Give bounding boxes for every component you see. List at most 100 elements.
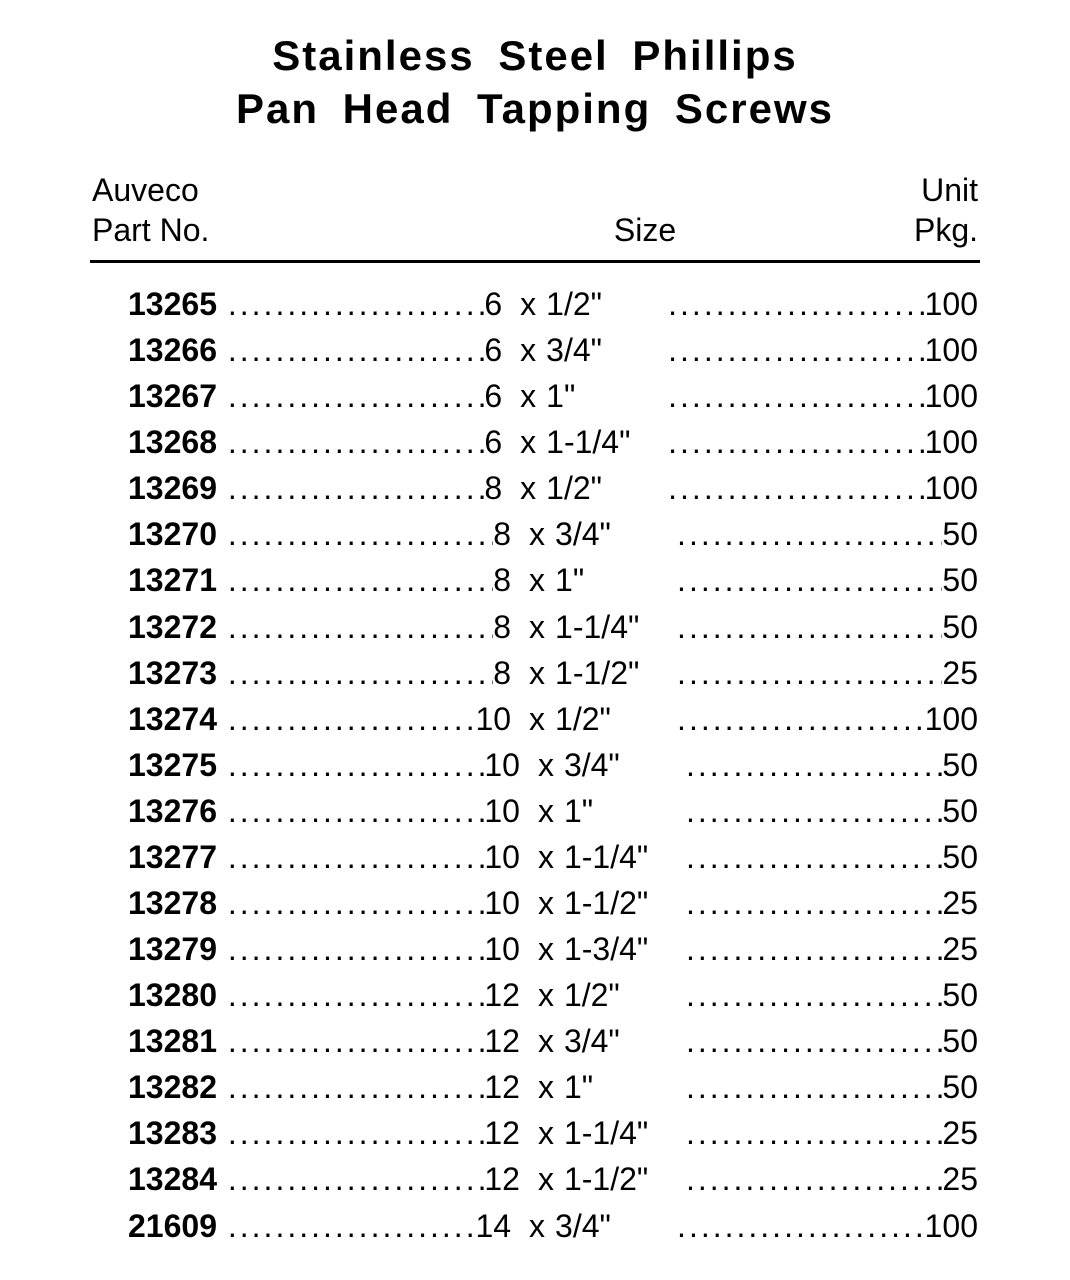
size-separator: x — [502, 419, 546, 465]
table-row: 13266 ..................................… — [128, 327, 978, 373]
leader-dots: ........................................… — [226, 419, 484, 465]
table-row: 13267 ..................................… — [128, 373, 978, 419]
unit-pkg: 50 — [942, 742, 978, 788]
page-title: Stainless Steel Phillips Pan Head Tappin… — [90, 30, 980, 135]
leader-dots: ........................................… — [226, 1110, 484, 1156]
part-number: 13268 — [128, 419, 217, 465]
size-separator: x — [502, 373, 546, 419]
leader-dots: ........................................… — [675, 604, 942, 650]
unit-pkg: 50 — [942, 1064, 978, 1110]
part-number: 13267 — [128, 373, 217, 419]
size-length: 1/2" — [555, 696, 675, 742]
leader-dots: ........................................… — [684, 1064, 942, 1110]
size-length: 3/4" — [555, 1203, 675, 1249]
leader-dots: ........................................… — [226, 281, 484, 327]
table-row: 13274 ..................................… — [128, 696, 978, 742]
size-length: 3/4" — [546, 327, 666, 373]
leader-dots: ........................................… — [666, 465, 924, 511]
leader-dots: ........................................… — [226, 1018, 484, 1064]
size-gauge: 6 — [484, 281, 502, 327]
leader-dots: ........................................… — [684, 880, 942, 926]
size-length: 1-1/4" — [564, 834, 684, 880]
leader-dots: ........................................… — [675, 511, 942, 557]
part-number: 13271 — [128, 557, 217, 603]
size-gauge: 6 — [484, 373, 502, 419]
unit-pkg: 25 — [942, 926, 978, 972]
table-row: 13276 ..................................… — [128, 788, 978, 834]
leader-dots: ........................................… — [666, 327, 924, 373]
leader-dots: ........................................… — [226, 788, 484, 834]
unit-pkg: 100 — [925, 696, 978, 742]
leader-dots: ........................................… — [675, 557, 942, 603]
size-length: 3/4" — [564, 1018, 684, 1064]
size-gauge: 10 — [484, 742, 520, 788]
unit-pkg: 100 — [925, 327, 978, 373]
leader-dots: ........................................… — [675, 696, 925, 742]
table-row: 13268 ..................................… — [128, 419, 978, 465]
size-length: 1-1/2" — [564, 880, 684, 926]
part-number: 13280 — [128, 972, 217, 1018]
leader-dots: ........................................… — [226, 834, 484, 880]
leader-dots: ........................................… — [226, 557, 493, 603]
table-row: 13273 ..................................… — [128, 650, 978, 696]
leader-dots: ........................................… — [684, 1018, 942, 1064]
leader-dots: ........................................… — [226, 650, 493, 696]
unit-pkg: 25 — [942, 880, 978, 926]
size-gauge: 10 — [475, 696, 511, 742]
table-row: 13265 ..................................… — [128, 281, 978, 327]
unit-pkg: 50 — [942, 834, 978, 880]
size-length: 1-1/4" — [555, 604, 675, 650]
table-row: 13283 ..................................… — [128, 1110, 978, 1156]
size-separator: x — [511, 650, 555, 696]
table-row: 13281 ..................................… — [128, 1018, 978, 1064]
leader-dots: ........................................… — [666, 373, 924, 419]
leader-dots: ........................................… — [226, 880, 484, 926]
size-length: 1" — [555, 557, 675, 603]
unit-pkg: 100 — [925, 281, 978, 327]
size-separator: x — [502, 327, 546, 373]
size-length: 1/2" — [546, 465, 666, 511]
leader-dots: ........................................… — [666, 419, 924, 465]
size-separator: x — [520, 742, 564, 788]
part-number: 13275 — [128, 742, 217, 788]
unit-pkg: 25 — [942, 1110, 978, 1156]
header-left-line2: Part No. — [92, 210, 412, 250]
part-number: 13273 — [128, 650, 217, 696]
size-gauge: 8 — [493, 557, 511, 603]
table-row: 13269 ..................................… — [128, 465, 978, 511]
unit-pkg: 50 — [942, 972, 978, 1018]
size-gauge: 12 — [484, 1064, 520, 1110]
leader-dots: ........................................… — [226, 465, 484, 511]
size-gauge: 12 — [484, 1156, 520, 1202]
part-number: 13266 — [128, 327, 217, 373]
leader-dots: ........................................… — [684, 926, 942, 972]
leader-dots: ........................................… — [666, 281, 924, 327]
unit-pkg: 50 — [942, 788, 978, 834]
leader-dots: ........................................… — [684, 788, 942, 834]
leader-dots: ........................................… — [226, 511, 493, 557]
table-row: 13275 ..................................… — [128, 742, 978, 788]
size-gauge: 10 — [484, 926, 520, 972]
leader-dots: ........................................… — [226, 926, 484, 972]
size-separator: x — [511, 696, 555, 742]
size-gauge: 8 — [493, 511, 511, 557]
leader-dots: ........................................… — [684, 972, 942, 1018]
header-divider — [90, 260, 980, 263]
size-separator: x — [511, 1203, 555, 1249]
size-gauge: 8 — [493, 604, 511, 650]
unit-pkg: 100 — [925, 373, 978, 419]
size-gauge: 10 — [484, 880, 520, 926]
part-number: 13281 — [128, 1018, 217, 1064]
size-separator: x — [502, 281, 546, 327]
part-number: 13274 — [128, 696, 217, 742]
leader-dots: ........................................… — [226, 1156, 484, 1202]
part-number: 13270 — [128, 511, 217, 557]
unit-pkg: 50 — [942, 557, 978, 603]
size-length: 1-1/2" — [564, 1156, 684, 1202]
leader-dots: ........................................… — [684, 1156, 942, 1202]
column-headers: Auveco Part No. Size Unit Pkg. — [90, 170, 980, 250]
part-number: 13265 — [128, 281, 217, 327]
size-gauge: 12 — [484, 972, 520, 1018]
size-separator: x — [511, 557, 555, 603]
part-number: 13272 — [128, 604, 217, 650]
